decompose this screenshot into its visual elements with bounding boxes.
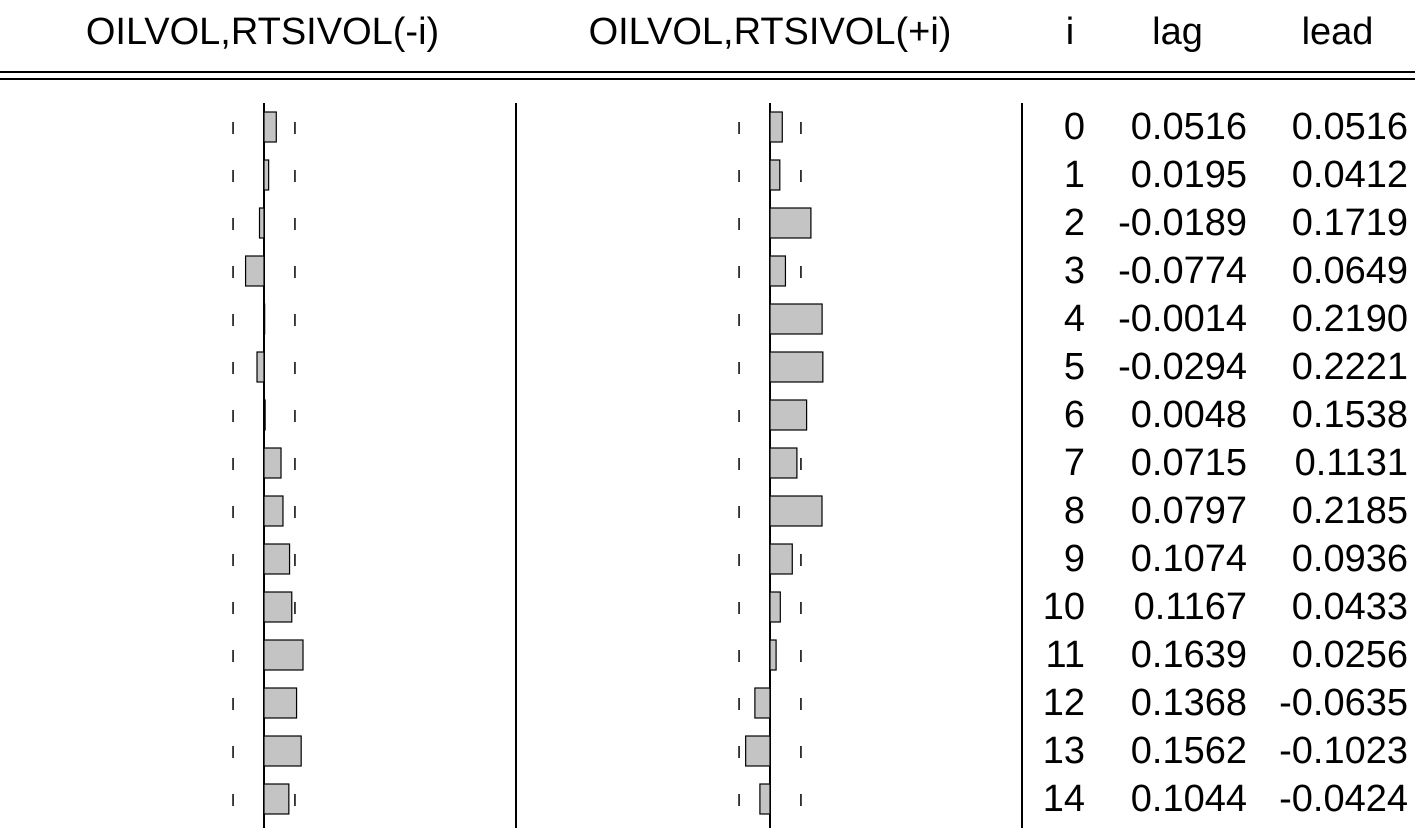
bar-lead-12 — [754, 687, 771, 719]
table-cell-index: 6 — [1063, 394, 1085, 436]
table-cell-index: 9 — [1063, 538, 1085, 580]
table-cell-lag: 0.0195 — [1130, 154, 1247, 196]
table-cell-index: 2 — [1063, 202, 1085, 244]
table-cell-lead: 0.2221 — [1291, 346, 1408, 388]
table-cell-index: 13 — [1042, 730, 1085, 772]
table-cell-index: 11 — [1045, 634, 1085, 676]
table-cell-lead: 0.0412 — [1291, 154, 1408, 196]
table-cell-lag: 0.1368 — [1130, 682, 1247, 724]
lead-column-header: lead — [1301, 11, 1374, 53]
table-cell-lead: 0.1538 — [1291, 394, 1408, 436]
bar-lag-10 — [263, 591, 293, 623]
table-cell-index: 14 — [1042, 778, 1085, 820]
bar-lag-2 — [258, 207, 265, 239]
table-cell-index: 5 — [1063, 346, 1085, 388]
table-cell-lag: 0.1562 — [1130, 730, 1247, 772]
table-cell-index: 4 — [1063, 298, 1085, 340]
bar-lead-14 — [759, 783, 771, 815]
bar-lag-4 — [263, 303, 266, 335]
bar-lag-1 — [263, 159, 270, 191]
table-cell-lead: 0.0936 — [1291, 538, 1408, 580]
table-cell-lag: 0.1639 — [1130, 634, 1247, 676]
bar-lag-14 — [263, 783, 290, 815]
table-cell-lead: -0.0635 — [1279, 682, 1408, 724]
table-cell-lead: -0.1023 — [1279, 730, 1408, 772]
bar-lag-8 — [263, 495, 284, 527]
table-cell-lag: -0.0774 — [1118, 250, 1247, 292]
bar-lag-13 — [263, 735, 302, 767]
table-cell-lead: 0.0433 — [1291, 586, 1408, 628]
bar-lag-7 — [263, 447, 282, 479]
table-cell-lag: 0.1074 — [1130, 538, 1247, 580]
bar-lead-9 — [769, 543, 793, 575]
table-cell-lag: 0.1167 — [1133, 586, 1247, 628]
table-cell-lead: 0.0649 — [1291, 250, 1408, 292]
bar-lead-6 — [769, 399, 808, 431]
table-cell-index: 3 — [1063, 250, 1085, 292]
bar-lead-4 — [769, 303, 823, 335]
table-cell-lead: 0.1131 — [1294, 442, 1408, 484]
table-cell-lag: -0.0014 — [1118, 298, 1247, 340]
table-cell-lead: 0.0516 — [1291, 106, 1408, 148]
table-cell-index: 1 — [1063, 154, 1085, 196]
bar-lead-0 — [769, 111, 783, 143]
bar-lead-2 — [769, 207, 812, 239]
table-cell-lag: 0.0797 — [1130, 490, 1247, 532]
table-cell-index: 8 — [1063, 490, 1085, 532]
table-cell-lead: 0.2185 — [1291, 490, 1408, 532]
table-cell-index: 10 — [1042, 586, 1085, 628]
table-cell-lag: 0.0048 — [1130, 394, 1247, 436]
right-panel-header: OILVOL,RTSIVOL(+i) — [588, 11, 952, 53]
table-cell-lag: -0.0294 — [1118, 346, 1247, 388]
bar-lead-10 — [769, 591, 781, 623]
bar-lag-11 — [263, 639, 304, 671]
header-rule-bottom — [0, 78, 1415, 80]
table-cell-index: 7 — [1063, 442, 1085, 484]
table-cell-index: 12 — [1042, 682, 1085, 724]
bar-lag-12 — [263, 687, 298, 719]
table-cell-lag: 0.0516 — [1130, 106, 1247, 148]
bar-lag-0 — [263, 111, 277, 143]
bar-lag-3 — [244, 255, 265, 287]
table-cell-lag: 0.0715 — [1130, 442, 1247, 484]
bar-lead-11 — [769, 639, 777, 671]
table-cell-lead: 0.1719 — [1291, 202, 1408, 244]
bar-lead-3 — [769, 255, 787, 287]
bar-lag-6 — [263, 399, 266, 431]
bar-lead-1 — [769, 159, 781, 191]
bar-lead-5 — [769, 351, 824, 383]
table-cell-lead: 0.2190 — [1291, 298, 1408, 340]
bar-lead-8 — [769, 495, 823, 527]
bar-lead-7 — [769, 447, 798, 479]
bar-lag-9 — [263, 543, 291, 575]
header-rule-top — [0, 71, 1415, 73]
table-cell-index: 0 — [1063, 106, 1085, 148]
bar-lead-13 — [745, 735, 771, 767]
table-cell-lag: -0.0189 — [1118, 202, 1247, 244]
left-panel-header: OILVOL,RTSIVOL(-i) — [85, 11, 440, 53]
table-cell-lead: -0.0424 — [1279, 778, 1408, 820]
table-cell-lead: 0.0256 — [1291, 634, 1408, 676]
bar-lag-5 — [256, 351, 265, 383]
table-cell-lag: 0.1044 — [1130, 778, 1247, 820]
index-column-header: i — [1065, 11, 1075, 53]
lag-column-header: lag — [1152, 11, 1203, 53]
